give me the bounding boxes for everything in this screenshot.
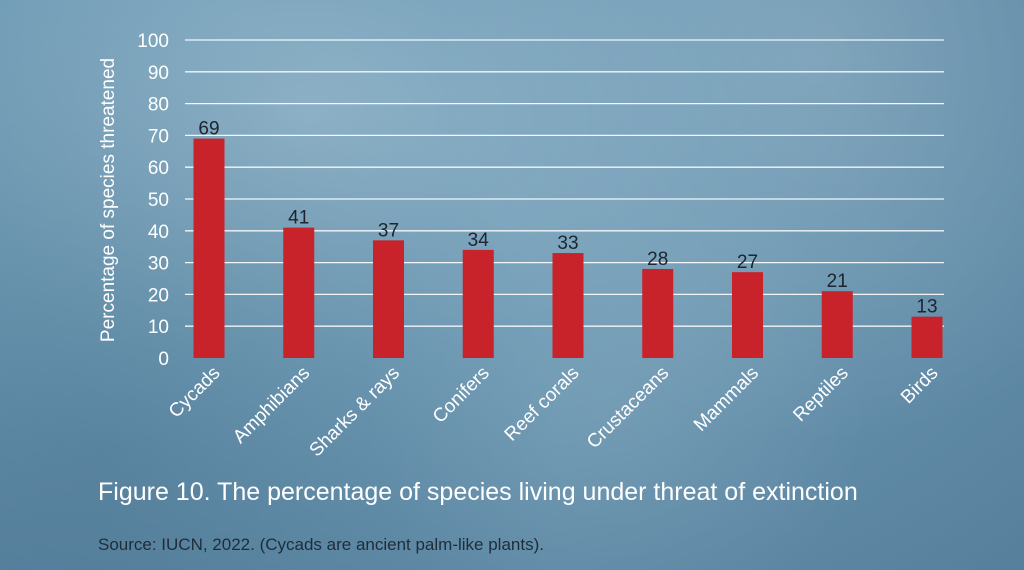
x-tick-label: Mammals (690, 363, 763, 436)
bar (193, 138, 225, 358)
y-tick-label: 70 (148, 126, 169, 147)
data-labels: 69 41 37 34 33 28 27 21 13 (198, 119, 937, 318)
y-tick-labels: 0 10 20 30 40 50 60 70 80 90 100 (137, 31, 169, 370)
bars (193, 138, 943, 358)
data-label: 33 (557, 233, 578, 254)
x-tick-label: Cycads (165, 363, 225, 423)
x-tick-label: Reef corals (501, 363, 584, 446)
y-tick-label: 50 (148, 190, 169, 211)
data-label: 37 (378, 220, 399, 241)
data-label: 13 (916, 297, 937, 318)
bar (732, 272, 763, 358)
x-tick-label: Sharks & rays (306, 363, 404, 461)
bar (462, 249, 494, 358)
data-label: 21 (827, 271, 848, 292)
figure-caption: Figure 10. The percentage of species liv… (98, 478, 858, 506)
data-label: 34 (468, 230, 490, 251)
bar-chart: 0 10 20 30 40 50 60 70 80 90 100 69 41 37 34 33 28 27 21 1… (98, 31, 943, 461)
data-label: 28 (647, 249, 668, 270)
y-axis-label: Percentage of species threatened (98, 58, 119, 342)
bar (911, 316, 943, 358)
bar (552, 253, 584, 358)
x-tick-label: Birds (897, 363, 942, 408)
x-tick-label: Conifers (429, 363, 494, 428)
y-tick-label: 80 (148, 95, 169, 116)
x-tick-label: Crustaceans (583, 363, 673, 453)
data-label: 69 (198, 119, 219, 140)
bar (283, 227, 315, 358)
y-tick-label: 100 (137, 31, 169, 52)
data-label: 27 (737, 252, 758, 273)
bar (642, 268, 674, 358)
y-tick-label: 0 (158, 349, 169, 370)
y-tick-label: 40 (148, 222, 169, 243)
y-tick-label: 30 (148, 254, 169, 275)
bar (821, 291, 853, 358)
x-tick-label: Amphibians (229, 363, 314, 448)
x-tick-label: Reptiles (789, 363, 852, 426)
y-tick-label: 20 (148, 285, 169, 306)
data-label: 41 (288, 208, 309, 229)
bar (373, 240, 404, 358)
y-tick-label: 60 (148, 158, 169, 179)
y-tick-label: 10 (148, 317, 169, 338)
source-note: Source: IUCN, 2022. (Cycads are ancient … (98, 535, 544, 554)
y-tick-label: 90 (148, 63, 169, 84)
